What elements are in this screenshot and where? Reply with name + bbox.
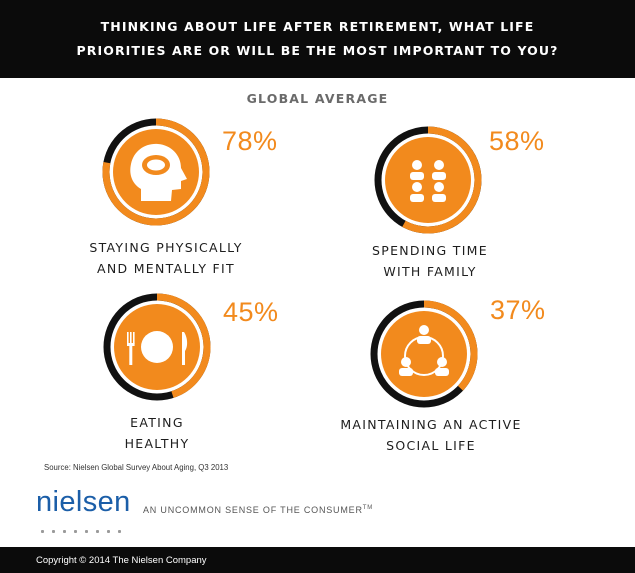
nielsen-logo: nielsen bbox=[36, 486, 131, 533]
value-label-4: 37% bbox=[490, 295, 546, 325]
ring-value-arc bbox=[423, 300, 478, 391]
copyright-text: Copyright © 2014 The Nielsen Company bbox=[36, 555, 207, 566]
header-banner: THINKING ABOUT LIFE AFTER RETIREMENT, WH… bbox=[0, 0, 635, 78]
logo-wordmark: nielsen bbox=[36, 486, 131, 518]
category-label-1-line-2: AND MENTALLY FIT bbox=[97, 261, 235, 276]
donut-physical-mental bbox=[102, 118, 210, 226]
category-label-3: EATING HEALTHY bbox=[57, 412, 257, 454]
tagline: AN UNCOMMON SENSE OF THE CONSUMERTM bbox=[143, 505, 373, 515]
header-title-line-1: THINKING ABOUT LIFE AFTER RETIREMENT, WH… bbox=[100, 19, 535, 34]
donut-family-time bbox=[374, 126, 482, 234]
donut-center-disc bbox=[385, 137, 471, 223]
ring-value-arc bbox=[156, 293, 211, 398]
category-label-3-line-2: HEALTHY bbox=[124, 436, 190, 451]
category-label-1: STAYING PHYSICALLY AND MENTALLY FIT bbox=[66, 237, 266, 279]
category-label-1-line-1: STAYING PHYSICALLY bbox=[89, 240, 243, 255]
ring-value-arc bbox=[102, 118, 210, 226]
donut-center-disc bbox=[381, 311, 467, 397]
social-circle-icon bbox=[399, 325, 449, 376]
category-label-4: MAINTAINING AN ACTIVE SOCIAL LIFE bbox=[326, 414, 536, 456]
category-label-2-line-2: WITH FAMILY bbox=[383, 264, 477, 279]
category-label-4-line-2: SOCIAL LIFE bbox=[386, 438, 476, 453]
value-label-1: 78% bbox=[222, 126, 278, 156]
category-label-2-line-1: SPENDING TIME bbox=[372, 243, 488, 258]
head-brain-icon bbox=[130, 143, 187, 201]
source-note: Source: Nielsen Global Survey About Agin… bbox=[44, 463, 229, 472]
category-label-2: SPENDING TIME WITH FAMILY bbox=[330, 240, 530, 282]
value-label-3: 45% bbox=[223, 297, 279, 327]
footer-bar: Copyright © 2014 The Nielsen Company bbox=[0, 547, 635, 573]
tagline-text: AN UNCOMMON SENSE OF THE CONSUMER bbox=[143, 505, 363, 515]
category-label-3-line-1: EATING bbox=[130, 415, 184, 430]
ring-value-arc bbox=[402, 126, 482, 234]
donut-eating-healthy bbox=[103, 293, 211, 401]
logo-dot-row bbox=[41, 518, 129, 537]
chart-subtitle: GLOBAL AVERAGE bbox=[246, 91, 389, 106]
family-icon bbox=[410, 160, 446, 202]
header-title-line-2: PRIORITIES ARE OR WILL BE THE MOST IMPOR… bbox=[76, 43, 559, 58]
value-label-2: 58% bbox=[489, 126, 545, 156]
trademark-mark: TM bbox=[362, 505, 374, 511]
donut-social-life bbox=[370, 300, 478, 408]
fork-plate-knife-icon bbox=[127, 331, 188, 365]
category-label-4-line-1: MAINTAINING AN ACTIVE bbox=[340, 417, 522, 432]
